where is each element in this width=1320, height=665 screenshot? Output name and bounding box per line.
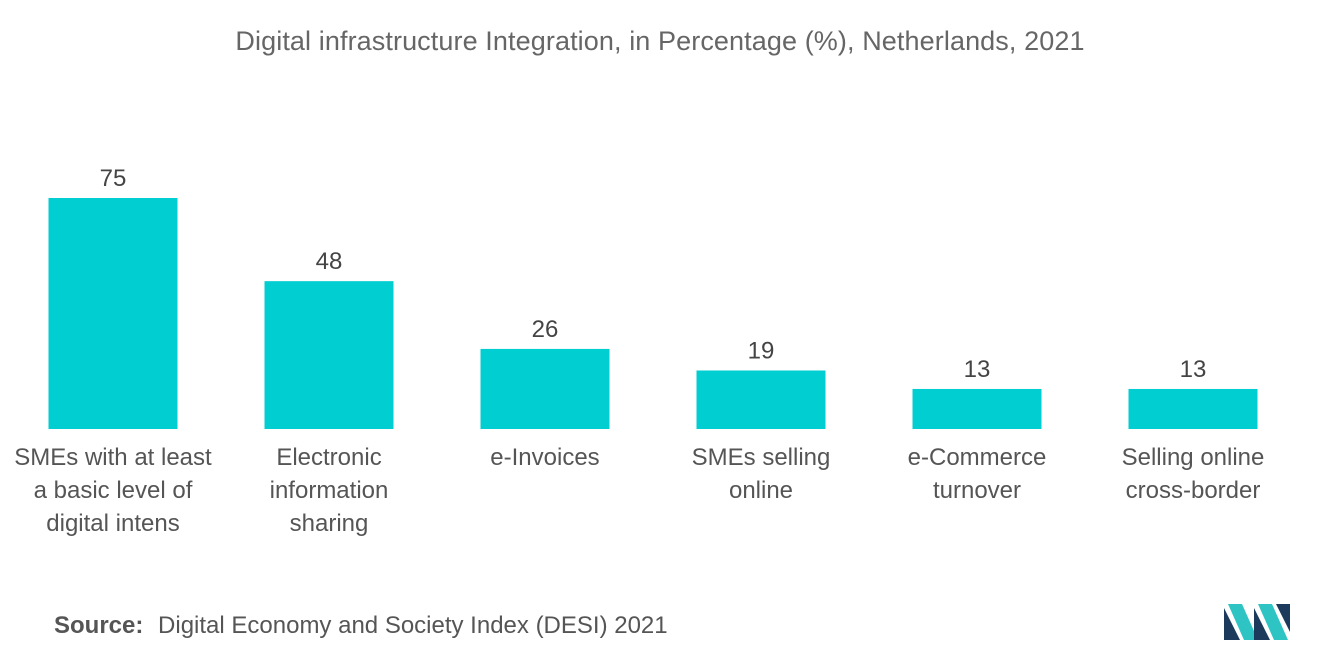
source-label: Source: (54, 612, 144, 639)
category-label: Selling online cross-border (1122, 444, 1265, 504)
bar (696, 370, 826, 429)
value-label: 19 (748, 337, 775, 364)
value-label: 26 (532, 316, 559, 343)
source-note: Source: Digital Economy and Society Inde… (54, 612, 668, 640)
bar (1128, 388, 1258, 429)
mordor-intelligence-logo-icon (1224, 604, 1290, 640)
category-labels-layer: SMEs with at least a basic level of digita… (14, 444, 1264, 537)
value-label: 13 (964, 356, 991, 383)
value-label: 75 (100, 165, 127, 192)
bar (264, 281, 394, 429)
bar (912, 388, 1042, 429)
bars-layer (48, 198, 1258, 429)
category-label: Electronic information sharing (270, 444, 389, 537)
category-label: SMEs selling online (692, 444, 831, 504)
bar (480, 348, 610, 429)
bar (48, 198, 178, 429)
value-label: 13 (1180, 356, 1207, 383)
category-label: e-Invoices (490, 444, 599, 471)
category-label: SMEs with at least a basic level of digita… (14, 444, 212, 537)
value-label: 48 (316, 248, 343, 275)
category-label: e-Commerce turnover (908, 444, 1047, 504)
chart-title: Digital infrastructure Integration, in P… (235, 26, 1085, 56)
value-labels-layer: 75 48 26 19 13 13 (100, 165, 1207, 383)
source-text: Digital Economy and Society Index (DESI)… (158, 612, 668, 639)
